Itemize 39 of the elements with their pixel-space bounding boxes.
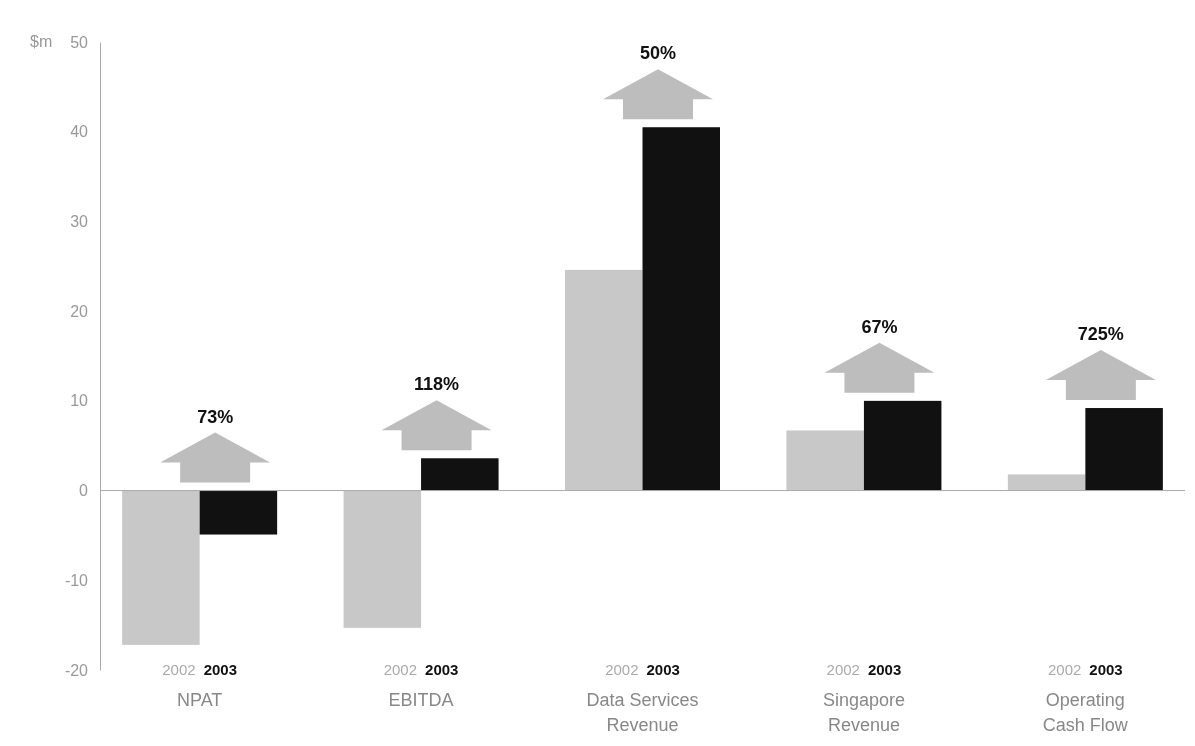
text: 2002 [1047,661,1082,678]
x-tick-label: EBITDA [388,690,454,710]
x-tick-label: Data Services Revenue [586,690,699,735]
y-tick-label: -10 [64,571,89,589]
text: 2003 [1089,661,1123,678]
bar [786,430,864,491]
bar [1085,408,1163,491]
y-tick-label: 0 [79,482,89,500]
text: 2003 [425,661,459,678]
bar [565,269,643,491]
y-tick-label: 50 [70,33,89,51]
text: 2002 [605,661,639,678]
y-tick-label: 30 [70,213,89,231]
text: 2003 [867,661,902,678]
y-tick-label: 20 [70,302,89,320]
annotation: 725% [1077,324,1124,345]
x-tick-label: NPAT [176,690,223,710]
text: 2003 [646,661,680,678]
bar [122,490,200,645]
annotation: 67% [861,316,898,337]
text: 2003 [203,661,238,678]
y-tick-label: 10 [70,392,89,410]
bar [863,400,942,491]
bar [199,490,278,535]
bar [1007,474,1086,491]
annotation: 50% [639,43,677,64]
series-label: 2002 [162,661,196,678]
y-tick-label: -20 [64,661,89,679]
y-axis-title: $m [30,33,53,50]
bar [642,127,720,491]
y-tick-label: 40 [70,123,89,141]
x-tick-label: Operating Cash Flow [1042,690,1129,735]
text: 2002 [826,661,860,678]
annotation: 73% [197,406,234,427]
x-tick-label: Singapore Revenue [822,690,905,735]
bar [421,458,499,491]
text: 2002 [383,661,418,678]
annotation: 118% [414,374,460,395]
bar [343,490,422,628]
